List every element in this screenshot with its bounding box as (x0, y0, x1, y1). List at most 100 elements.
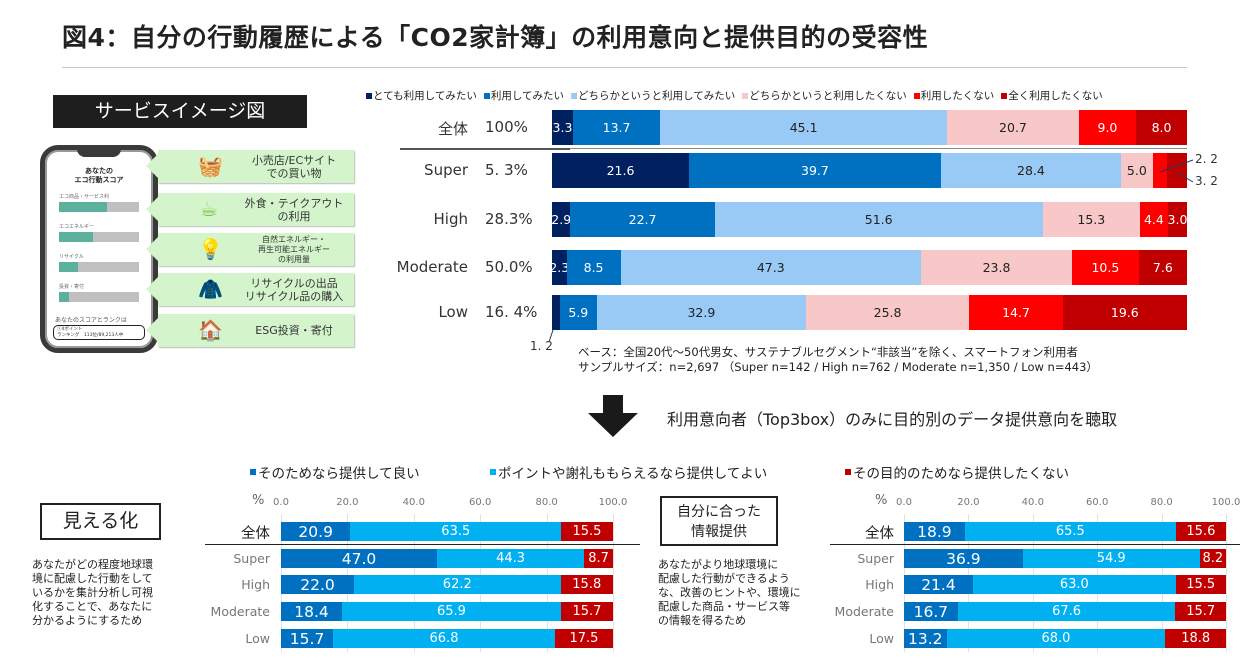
visualization-axis-tick: 20.0 (336, 497, 358, 508)
visualization-bar-segment: 8.7 (584, 549, 613, 568)
visualization-description: あなたがどの程度地球環境に配慮した行動をしているかを集計分析し可視化することで、… (32, 558, 182, 628)
visualization-bar-segment: 15.5 (561, 522, 612, 541)
visualization-bar-segment: 66.8 (333, 629, 555, 648)
bar-value-label: 13.7 (603, 120, 631, 135)
legend-item: とても利用してみたい (366, 88, 477, 103)
legend-item-with-points: ポイントや謝礼ももらえるなら提供してよい (490, 462, 767, 482)
info-bar-segment: 16.7 (904, 602, 958, 621)
info-axis-unit: % (875, 493, 887, 508)
visualization-bar-segment: 47.0 (281, 549, 437, 568)
visualization-axis-tick: 80.0 (535, 497, 557, 508)
service-item: ☕外食・テイクアウトの利用 (158, 193, 354, 226)
info-bar-segment: 15.5 (1176, 575, 1226, 594)
phone-rank-label: あなたのスコアとランクは (55, 315, 127, 324)
info-axis-tick: 80.0 (1150, 497, 1172, 508)
bar-value-label: 7.6 (1153, 260, 1173, 275)
info-bar-value-label: 54.9 (1097, 551, 1126, 566)
service-item-text: 小売店/ECサイトでの買い物 (238, 150, 350, 183)
house-coins-icon: 🏠 (198, 319, 220, 341)
bar-segment: 3.3 (552, 110, 573, 145)
bar-value-label: 2.9 (551, 212, 571, 227)
info-bar-segment: 36.9 (904, 549, 1023, 568)
info-bar-value-label: 13.2 (908, 630, 943, 648)
bar-value-label: 21.6 (607, 163, 635, 178)
info-row-label: Super (804, 551, 894, 566)
phone-score-label: エコ商品・サービス利 (59, 193, 109, 200)
row-share: 16. 4% (485, 303, 537, 321)
callout-label: 1. 2 (530, 339, 553, 353)
bar-value-label: 19.6 (1111, 305, 1139, 320)
phone-score-fill (59, 262, 78, 272)
visualization-bar-value-label: 63.5 (441, 524, 470, 539)
info-bar-segment: 67.6 (958, 602, 1176, 621)
arrow-caption: 利用意向者（Top3box）のみに目的別のデータ提供意向を聴取 (667, 406, 1117, 430)
phone-score-fill (59, 202, 107, 212)
info-bar-segment: 65.5 (965, 522, 1176, 541)
bar-value-label: 51.6 (865, 212, 893, 227)
legend-item: どちらかというと利用したくない (742, 88, 907, 103)
visualization-bar-value-label: 65.9 (437, 604, 466, 619)
info-bar-segment: 18.8 (1165, 629, 1226, 648)
info-bar-segment: 13.2 (904, 629, 947, 648)
service-item-text: 自然エネルギー・再生可能エネルギーの利用量 (238, 233, 350, 266)
service-item: 💡自然エネルギー・再生可能エネルギーの利用量 (158, 233, 354, 266)
legend-item: どちらかというと利用してみたい (571, 88, 735, 103)
bar-value-label: 22.7 (629, 212, 657, 227)
legend-item-decline: その目的のためなら提供したくない (845, 462, 1069, 482)
phone-score-bar (59, 292, 139, 302)
bar-value-label: 15.3 (1077, 212, 1105, 227)
row-label: High (380, 210, 468, 228)
phone-rank-ranking: ランキング 113位/89,213人中 (57, 333, 141, 339)
visualization-bar-segment: 65.9 (342, 602, 561, 621)
bar-value-label: 25.8 (874, 305, 902, 320)
info-bar-value-label: 65.5 (1056, 524, 1085, 539)
legend-label: どちらかというと利用してみたい (578, 88, 735, 103)
info-bar-segment: 8.2 (1200, 549, 1226, 568)
info-axis-tick: 40.0 (1022, 497, 1044, 508)
row-share: 50.0% (485, 258, 533, 276)
info-bar-value-label: 63.0 (1060, 577, 1089, 592)
bar-segment: 4.4 (1140, 202, 1168, 237)
bar-segment (1167, 153, 1187, 188)
phone-score-bar (59, 202, 139, 212)
visualization-axis-unit: % (252, 493, 264, 508)
top-chart-separator-light (570, 148, 1187, 149)
service-item-text: 外食・テイクアウトの利用 (238, 193, 350, 226)
bar-value-label: 28.4 (1017, 163, 1045, 178)
visualization-row-label: Low (180, 631, 270, 646)
basket-icon: 🧺 (198, 155, 220, 177)
title-divider (62, 67, 1187, 68)
bar-segment: 32.9 (597, 295, 806, 330)
visualization-bar-value-label: 15.8 (572, 577, 601, 592)
bar-value-label: 3.0 (1168, 212, 1188, 227)
visualization-bar-segment: 20.9 (281, 522, 350, 541)
visualization-bar-value-label: 20.9 (298, 523, 333, 541)
bar-value-label: 4.4 (1144, 212, 1164, 227)
bar-segment: 5.0 (1121, 153, 1153, 188)
row-label: Moderate (380, 258, 468, 276)
down-arrow-icon (588, 395, 638, 437)
info-bar-segment: 63.0 (973, 575, 1176, 594)
bar-segment: 8.0 (1136, 110, 1187, 145)
legend-item: 利用してみたい (484, 88, 564, 103)
bar-segment: 19.6 (1063, 295, 1187, 330)
info-axis-tick: 100.0 (1212, 497, 1241, 508)
legend-label: 全く利用したくない (1008, 88, 1103, 103)
info-bar-segment: 18.9 (904, 522, 965, 541)
visualization-bar-segment: 63.5 (350, 522, 561, 541)
bar-value-label: 23.8 (983, 260, 1011, 275)
visualization-bar-value-label: 17.5 (569, 631, 598, 646)
info-row-label: 全体 (804, 522, 894, 543)
legend-swatch (571, 93, 577, 99)
bar-segment: 13.7 (573, 110, 660, 145)
visualization-bar-segment: 18.4 (281, 602, 342, 621)
bar-segment: 20.7 (947, 110, 1079, 145)
info-bar-value-label: 67.6 (1052, 604, 1081, 619)
service-item-text: ESG投資・寄付 (238, 314, 350, 347)
bar-segment: 5.9 (560, 295, 597, 330)
bar-segment: 22.7 (570, 202, 714, 237)
legend-swatch (1001, 93, 1007, 99)
visualization-box-title: 見える化 (40, 503, 161, 540)
service-item: 🧥リサイクルの出品リサイクル品の購入 (158, 273, 354, 306)
callout-label: 3. 2 (1195, 174, 1218, 188)
